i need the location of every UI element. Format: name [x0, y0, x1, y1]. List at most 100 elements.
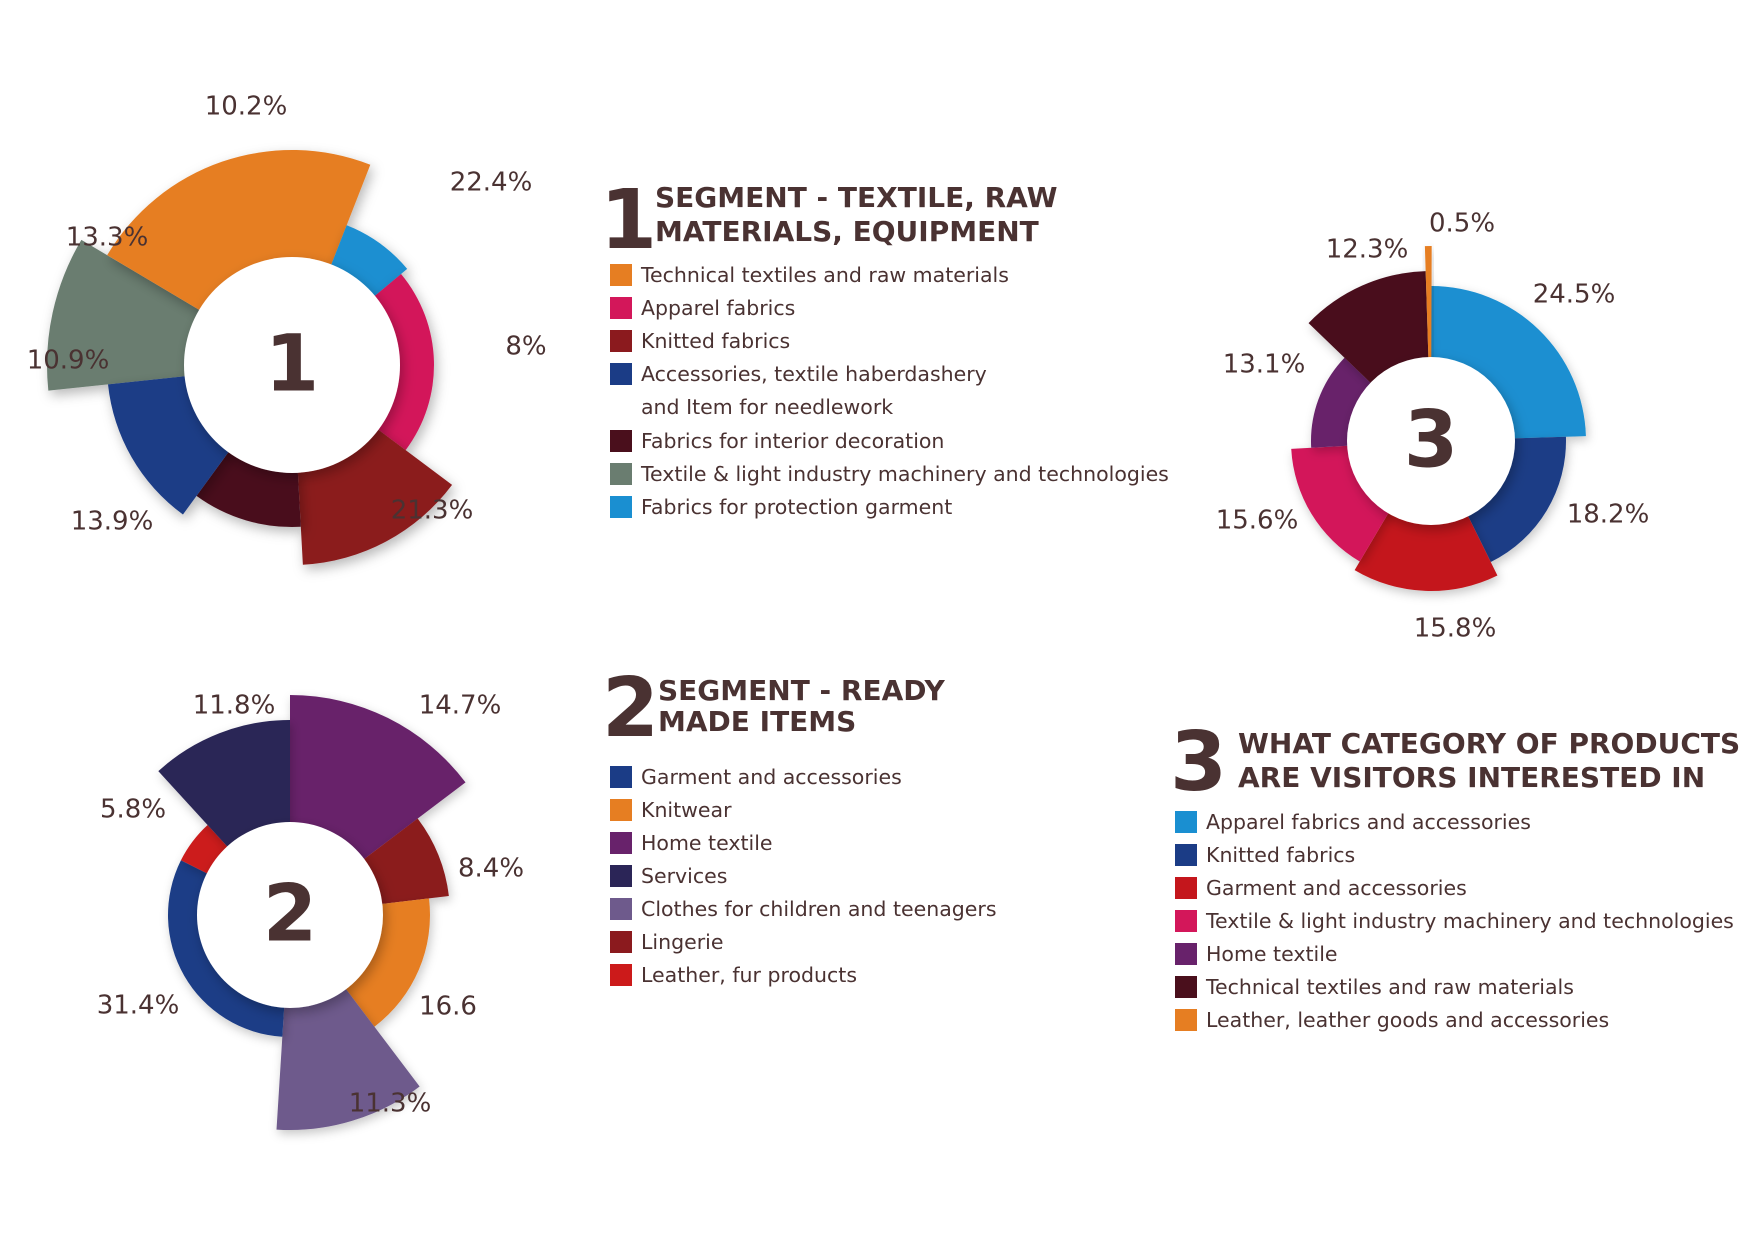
legend-swatch: [610, 964, 632, 986]
legend-swatch: [1175, 976, 1197, 998]
slice-value-label: 22.4%: [450, 168, 533, 198]
slice-value-label: 24.5%: [1533, 280, 1616, 310]
center-disc: [1347, 357, 1515, 525]
pie-slice: [167, 860, 285, 1037]
pie-slice: [276, 985, 420, 1131]
legend-label: Knitted fabrics: [1206, 843, 1356, 867]
legend-item: Accessories, textile haberdashery and It…: [610, 358, 1169, 425]
slice-value-label: 0.5%: [1429, 209, 1495, 239]
slice-value-label: 31.4%: [97, 991, 180, 1021]
legend-item: Knitted fabrics: [1175, 839, 1734, 872]
legend-item: Technical textiles and raw materials: [1175, 971, 1734, 1004]
legend-item: Apparel fabrics: [610, 292, 1169, 325]
slices: [1291, 245, 1586, 592]
legend-item: Garment and accessories: [610, 761, 997, 794]
legend-swatch: [610, 363, 632, 385]
section-3-legend: Apparel fabrics and accessories Knitted …: [1175, 806, 1734, 1037]
slice-value-label: 15.6%: [1216, 506, 1299, 536]
legend-swatch: [610, 463, 632, 485]
section-3-number: 3: [1170, 715, 1228, 810]
slice-value-label: 11.3%: [349, 1089, 432, 1119]
center-number: 1: [265, 319, 319, 409]
segment-2-chart: 14.7% 8.4% 16.6 11.3% 31.4% 5.8% 11.8% 2: [97, 691, 524, 1131]
slice-value-label: 21.3%: [391, 496, 474, 526]
legend-label: Lingerie: [641, 930, 724, 954]
pie-slice: [107, 150, 371, 313]
legend-label: Technical textiles and raw materials: [641, 263, 1009, 287]
legend-item: Services: [610, 860, 997, 893]
pie-slice: [46, 239, 204, 391]
legend-swatch: [610, 264, 632, 286]
legend-swatch: [610, 865, 632, 887]
slices: [46, 150, 453, 565]
legend-item: Textile & light industry machinery and t…: [1175, 905, 1734, 938]
legend-swatch: [1175, 1009, 1197, 1031]
slice-value-label: 8.4%: [458, 854, 524, 884]
legend-label: Leather, fur products: [641, 963, 858, 987]
pie-slice: [1424, 245, 1432, 363]
pie-slice: [158, 720, 290, 851]
slice-value-label: 15.8%: [1414, 614, 1497, 644]
legend-swatch: [610, 931, 632, 953]
legend-item: Technical textiles and raw materials: [610, 259, 1169, 292]
center-number: 2: [263, 869, 317, 959]
pie-slice: [1465, 436, 1566, 563]
legend-swatch: [610, 799, 632, 821]
pie-slice: [1291, 445, 1391, 562]
legend-item: Textile & light industry machinery and t…: [610, 458, 1169, 491]
segment-1-number: 1: [600, 173, 658, 268]
legend-label: Home textile: [641, 831, 773, 855]
legend-label: Services: [641, 864, 728, 888]
legend-item: Lingerie: [610, 926, 997, 959]
legend-swatch: [1175, 811, 1197, 833]
pie-slice: [108, 375, 232, 515]
legend-label: Textile & light industry machinery and t…: [1206, 909, 1734, 933]
legend-item: Knitwear: [610, 794, 997, 827]
visitors-interest-chart: 24.5% 18.2% 15.8% 15.6% 13.1% 12.3% 0.5% 3: [1216, 209, 1650, 644]
slice-value-label: 13.3%: [66, 223, 149, 253]
slice-value-label: 11.8%: [193, 691, 276, 721]
legend-label: Garment and accessories: [1206, 876, 1467, 900]
legend-item: Home textile: [610, 827, 997, 860]
slice-value-label: 18.2%: [1567, 500, 1650, 530]
segment-1-legend: Technical textiles and raw materials App…: [610, 259, 1169, 524]
legend-item: Knitted fabrics: [610, 325, 1169, 358]
legend-item: Garment and accessories: [1175, 872, 1734, 905]
legend-item: Home textile: [1175, 938, 1734, 971]
legend-label-cont: and Item for needlework: [641, 395, 894, 419]
legend-label: Fabrics for protection garment: [641, 495, 953, 519]
legend-label: Home textile: [1206, 942, 1338, 966]
legend-label: Knitted fabrics: [641, 329, 791, 353]
legend-swatch: [610, 766, 632, 788]
legend-item: Leather, fur products: [610, 959, 997, 992]
pie-slice: [1308, 271, 1429, 387]
slice-value-label: 16.6: [419, 992, 477, 1022]
legend-swatch: [610, 832, 632, 854]
slice-value-label: 8%: [505, 332, 546, 362]
legend-label: Apparel fabrics: [641, 296, 796, 320]
pie-slice: [360, 818, 449, 905]
section-3-title: WHAT CATEGORY OF PRODUCTS ARE VISITORS I…: [1238, 727, 1741, 794]
legend-swatch: [1175, 877, 1197, 899]
center-disc: [197, 822, 383, 1008]
segment-2-legend: Garment and accessories Knitwear Home te…: [610, 761, 997, 992]
legend-label: Leather, leather goods and accessories: [1206, 1008, 1610, 1032]
pie-slice: [1431, 286, 1586, 439]
segment-2-number: 2: [602, 661, 660, 756]
legend-label: Apparel fabrics and accessories: [1206, 810, 1531, 834]
pie-slice: [1310, 357, 1375, 448]
legend-item: Leather, leather goods and accessories: [1175, 1004, 1734, 1037]
legend-label: Textile & light industry machinery and t…: [641, 462, 1169, 486]
legend-swatch: [610, 898, 632, 920]
legend-swatch: [610, 430, 632, 452]
pie-slice: [329, 225, 408, 300]
pie-slice: [290, 695, 466, 862]
legend-label: Clothes for children and teenagers: [641, 897, 997, 921]
legend-swatch: [610, 297, 632, 319]
legend-item: Fabrics for protection garment: [610, 491, 1169, 524]
center-number: 3: [1404, 395, 1458, 485]
legend-swatch: [1175, 943, 1197, 965]
slices: [158, 695, 466, 1131]
slice-value-label: 12.3%: [1326, 235, 1409, 265]
